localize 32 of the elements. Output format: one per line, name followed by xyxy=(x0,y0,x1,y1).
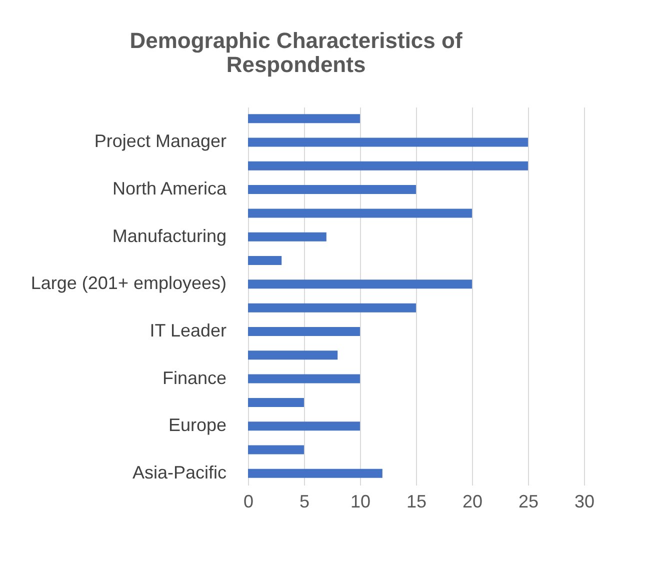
x-tick-label: 5 xyxy=(299,492,310,512)
bar xyxy=(248,398,304,407)
bar xyxy=(248,468,382,478)
bar xyxy=(248,208,472,218)
x-tick-label: 15 xyxy=(406,492,427,512)
y-tick-label: North America xyxy=(112,178,228,199)
y-tick-label: Project Manager xyxy=(94,131,226,152)
bar xyxy=(248,138,528,147)
bar xyxy=(248,326,360,336)
chart-title: Demographic Characteristics of Respondents xyxy=(130,28,463,77)
x-tick-label: 30 xyxy=(574,492,595,512)
bar xyxy=(248,114,360,124)
bar xyxy=(248,350,338,360)
bar xyxy=(248,445,304,454)
x-tick-label: 10 xyxy=(350,492,371,512)
bar xyxy=(248,422,360,431)
y-tick-label: Finance xyxy=(162,368,226,388)
y-tick-label: Large (201+ employees) xyxy=(30,273,226,294)
bar xyxy=(248,374,360,384)
bar xyxy=(248,232,326,242)
x-tick-label: 0 xyxy=(243,492,254,512)
y-tick-label: IT Leader xyxy=(150,320,226,340)
y-tick-label: Asia-Pacific xyxy=(132,462,226,482)
y-tick-label: Europe xyxy=(168,415,226,436)
bar xyxy=(248,303,416,312)
x-tick-label: 20 xyxy=(462,492,483,512)
bar xyxy=(248,161,528,170)
y-tick-label: Manufacturing xyxy=(112,226,226,246)
bar xyxy=(248,280,472,289)
bar xyxy=(248,185,416,194)
bar xyxy=(248,256,282,266)
x-tick-label: 25 xyxy=(518,492,539,512)
